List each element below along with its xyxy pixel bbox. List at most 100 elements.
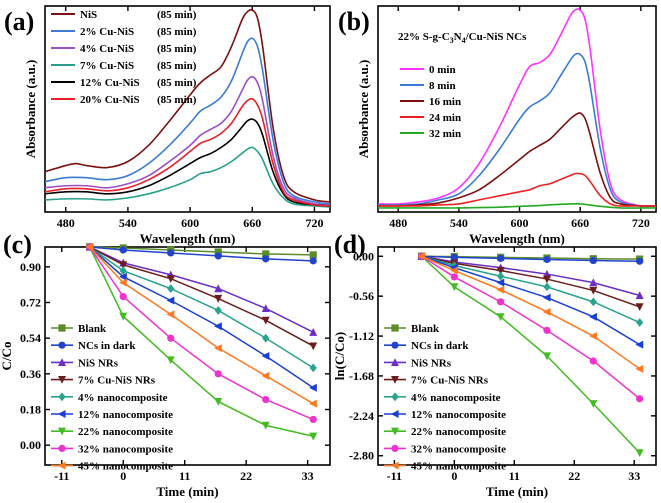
data-point-7-cu-nis-nrs xyxy=(542,275,551,284)
data-point-12-nanocomposite xyxy=(119,272,127,281)
legend-time-label: (85 min) xyxy=(157,77,197,89)
data-point-ncs-in-dark xyxy=(450,253,458,261)
data-point-45-nanocomposite xyxy=(214,344,222,353)
legend-label: 2% Cu-NiS xyxy=(80,26,134,38)
data-point-7-cu-nis-nrs xyxy=(589,286,598,295)
legend-marker xyxy=(58,444,66,452)
series-line-22-nanocomposite xyxy=(421,255,641,454)
y-tick-label: -1.12 xyxy=(349,329,374,343)
legend-marker xyxy=(57,461,66,470)
legend-label: 32% nanocomposite xyxy=(78,443,173,455)
y-tick-label: 0.00 xyxy=(353,249,374,263)
x-tick-label: -11 xyxy=(54,469,69,483)
x-tick-label: 540 xyxy=(119,216,137,230)
legend-label: 7% Cu-NiS xyxy=(80,60,134,72)
x-tick-label: 720 xyxy=(305,216,323,230)
data-point-22-nanocomposite xyxy=(309,432,318,441)
data-point-7-cu-nis-nrs xyxy=(496,266,505,275)
panel-b: 480 540 600 660 720 Wavelength (nm) Absorbance… xyxy=(338,5,657,246)
x-tick-label: 0 xyxy=(120,469,126,483)
series-line-nis-nrs xyxy=(421,255,640,297)
y-tick-label: -1.68 xyxy=(349,369,374,383)
y-tick-label: 0.72 xyxy=(20,295,41,309)
data-point-45-nanocomposite xyxy=(166,310,175,319)
series-line-8-min xyxy=(378,52,656,208)
data-point-22-nanocomposite xyxy=(589,400,598,408)
data-point-4-nanocomposite xyxy=(543,282,551,292)
x-tick-label: 0 xyxy=(451,469,457,483)
data-point-nis-nrs xyxy=(635,291,644,300)
y-tick-label: 0.00 xyxy=(20,438,41,452)
x-axis-label: Time (min) xyxy=(486,484,548,499)
data-point-22-nanocomposite xyxy=(496,313,505,322)
data-point-nis-nrs xyxy=(214,284,223,293)
panel-label: (a) xyxy=(4,7,34,36)
x-tick-label: 600 xyxy=(181,216,199,230)
x-tick-label: 480 xyxy=(389,216,407,230)
legend-label: NiS NRs xyxy=(411,357,452,369)
data-point-22-nanocomposite xyxy=(635,449,644,458)
data-point-32-nanocomposite xyxy=(262,396,270,404)
data-point-45-nanocomposite xyxy=(261,371,270,380)
legend-time-label: (85 min) xyxy=(157,60,197,72)
panel-label: (c) xyxy=(3,230,32,259)
data-point-12-nanocomposite xyxy=(261,352,270,360)
data-point-12-nanocomposite xyxy=(589,312,597,321)
series-line-0-min xyxy=(378,8,656,208)
legend-label: NiS NRs xyxy=(78,357,119,369)
annotation-part: N xyxy=(454,31,462,43)
data-point-22-nanocomposite xyxy=(450,283,459,292)
data-point-7-cu-nis-nrs xyxy=(214,294,223,303)
y-axis-label: ln(C/Co) xyxy=(332,332,347,380)
legend-label: 16 min xyxy=(429,96,461,108)
x-tick-label: 33 xyxy=(302,469,314,483)
series-line-2-cu-nis xyxy=(45,37,330,205)
data-point-4-nanocomposite xyxy=(497,271,505,281)
y-axis-label: C/Co xyxy=(0,342,14,371)
plot-frame xyxy=(44,5,331,213)
x-tick-label: 540 xyxy=(450,216,468,230)
x-tick-label: 33 xyxy=(628,469,640,483)
x-tick-label: 720 xyxy=(632,216,650,230)
legend-label: NCs in dark xyxy=(78,340,136,352)
series-line-7-cu-nis xyxy=(45,146,330,208)
legend-marker xyxy=(57,410,66,418)
data-point-32-nanocomposite xyxy=(309,415,317,424)
data-point-45-nanocomposite xyxy=(417,252,426,261)
x-tick-label: 11 xyxy=(509,469,520,483)
y-tick-label: -2.80 xyxy=(349,449,374,463)
x-axis-label: Time (min) xyxy=(156,484,218,499)
x-tick-label: 660 xyxy=(243,216,261,230)
data-point-ncs-in-dark xyxy=(262,255,270,263)
series-line-nis xyxy=(45,8,330,203)
plot-frame xyxy=(377,246,657,466)
series-line-12-nanocomposite xyxy=(421,255,641,346)
data-point-7-cu-nis-nrs xyxy=(309,342,318,351)
data-point-32-nanocomposite xyxy=(119,292,127,301)
legend-label: 20% Cu-NiS xyxy=(80,94,140,106)
legend-label: 45% nanocomposite xyxy=(78,461,173,473)
data-point-ncs-in-dark xyxy=(589,256,597,265)
data-point-12-nanocomposite xyxy=(635,340,644,349)
y-tick-label: -2.24 xyxy=(349,409,374,423)
data-point-7-cu-nis-nrs xyxy=(635,303,644,312)
series-line-32-nanocomposite xyxy=(421,255,641,400)
x-tick-label: 22 xyxy=(568,469,580,483)
legend-label: 45% nanocomposite xyxy=(411,461,506,473)
data-point-ncs-in-dark xyxy=(636,257,644,265)
legend-label: 12% nanocomposite xyxy=(78,409,173,421)
legend-label: Blank xyxy=(411,323,440,335)
legend-label: 4% nanocomposite xyxy=(78,392,168,404)
x-tick-label: 11 xyxy=(179,469,190,483)
data-point-12-nanocomposite xyxy=(542,293,551,302)
data-point-45-nanocomposite xyxy=(542,307,551,316)
data-point-4-nanocomposite xyxy=(119,266,127,276)
legend-marker xyxy=(391,427,399,436)
legend-label: 32% nanocomposite xyxy=(411,443,506,455)
data-point-45-nanocomposite xyxy=(635,364,644,373)
data-point-32-nanocomposite xyxy=(589,357,597,365)
legend-label: NiS xyxy=(80,9,97,21)
legend-label: 32 min xyxy=(429,128,461,140)
legend-time-label: (85 min) xyxy=(157,9,197,21)
data-point-4-nanocomposite xyxy=(309,363,317,373)
